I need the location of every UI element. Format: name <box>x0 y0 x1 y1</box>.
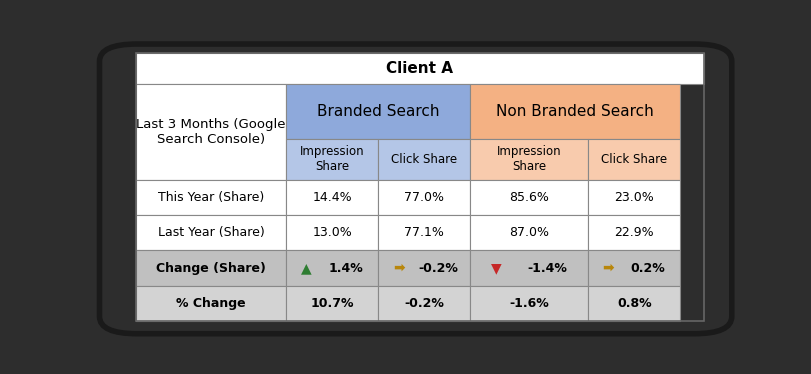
Text: Client A: Client A <box>386 61 453 76</box>
Bar <box>136 180 286 215</box>
Bar <box>286 286 378 321</box>
Bar <box>378 139 470 180</box>
Text: 22.9%: 22.9% <box>615 226 654 239</box>
Text: 13.0%: 13.0% <box>312 226 352 239</box>
Text: 0.8%: 0.8% <box>617 297 651 310</box>
Text: ➡: ➡ <box>603 261 614 275</box>
Text: This Year (Share): This Year (Share) <box>158 191 264 204</box>
Bar <box>378 215 470 251</box>
Bar <box>470 215 588 251</box>
Text: -1.6%: -1.6% <box>509 297 549 310</box>
Text: 77.1%: 77.1% <box>405 226 444 239</box>
Bar <box>588 139 680 180</box>
Bar <box>136 286 286 321</box>
Text: 87.0%: 87.0% <box>509 226 549 239</box>
Text: -0.2%: -0.2% <box>405 297 444 310</box>
Text: ▼: ▼ <box>491 261 501 275</box>
Bar <box>136 84 286 180</box>
Text: % Change: % Change <box>176 297 246 310</box>
Bar <box>136 53 703 84</box>
Bar <box>470 286 588 321</box>
Text: 10.7%: 10.7% <box>311 297 354 310</box>
Text: -0.2%: -0.2% <box>418 261 458 275</box>
Bar <box>378 180 470 215</box>
Bar <box>470 180 588 215</box>
Bar <box>286 84 470 139</box>
Bar <box>286 251 378 286</box>
Bar <box>588 286 680 321</box>
Bar <box>470 251 588 286</box>
Text: -1.4%: -1.4% <box>527 261 567 275</box>
Text: Non Branded Search: Non Branded Search <box>496 104 654 119</box>
Bar <box>286 180 378 215</box>
Text: Impression
Share: Impression Share <box>300 145 365 174</box>
Text: Click Share: Click Share <box>601 153 667 166</box>
Text: 85.6%: 85.6% <box>509 191 549 204</box>
Bar <box>136 251 286 286</box>
Bar <box>588 251 680 286</box>
FancyBboxPatch shape <box>100 44 732 334</box>
Text: 14.4%: 14.4% <box>312 191 352 204</box>
Text: ➡: ➡ <box>393 261 405 275</box>
Bar <box>136 215 286 251</box>
Bar <box>470 84 680 139</box>
Text: Last 3 Months (Google
Search Console): Last 3 Months (Google Search Console) <box>136 118 286 146</box>
Bar <box>588 215 680 251</box>
Bar <box>588 180 680 215</box>
Text: 1.4%: 1.4% <box>328 261 363 275</box>
Bar <box>470 139 588 180</box>
Text: Branded Search: Branded Search <box>317 104 440 119</box>
Bar <box>286 215 378 251</box>
Text: ▲: ▲ <box>301 261 312 275</box>
Bar <box>378 286 470 321</box>
Bar <box>286 139 378 180</box>
Text: 0.2%: 0.2% <box>631 261 666 275</box>
Text: Impression
Share: Impression Share <box>497 145 561 174</box>
Text: 77.0%: 77.0% <box>404 191 444 204</box>
Text: Last Year (Share): Last Year (Share) <box>158 226 264 239</box>
Text: Click Share: Click Share <box>391 153 457 166</box>
Text: Change (Share): Change (Share) <box>157 261 266 275</box>
Text: 23.0%: 23.0% <box>615 191 654 204</box>
Bar <box>378 251 470 286</box>
